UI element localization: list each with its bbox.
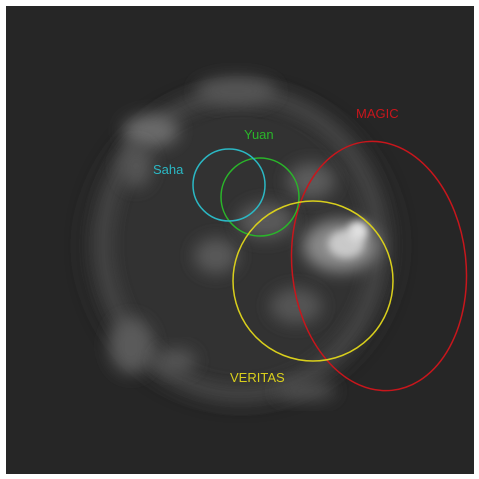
veritas-region-circle [232,200,394,362]
veritas-label: VERITAS [230,370,285,385]
remnant-emission [91,77,391,401]
yuan-label: Yuan [244,127,274,142]
saha-region-circle [192,148,266,222]
yuan-region-circle [220,157,300,237]
magic-label: MAGIC [356,106,399,121]
sky-map-svg: MAGIC Yuan Saha VERITAS [91,77,468,401]
magic-region-ellipse [290,140,468,392]
saha-label: Saha [153,162,184,177]
sky-map-image: MAGIC Yuan Saha VERITAS [6,6,474,474]
